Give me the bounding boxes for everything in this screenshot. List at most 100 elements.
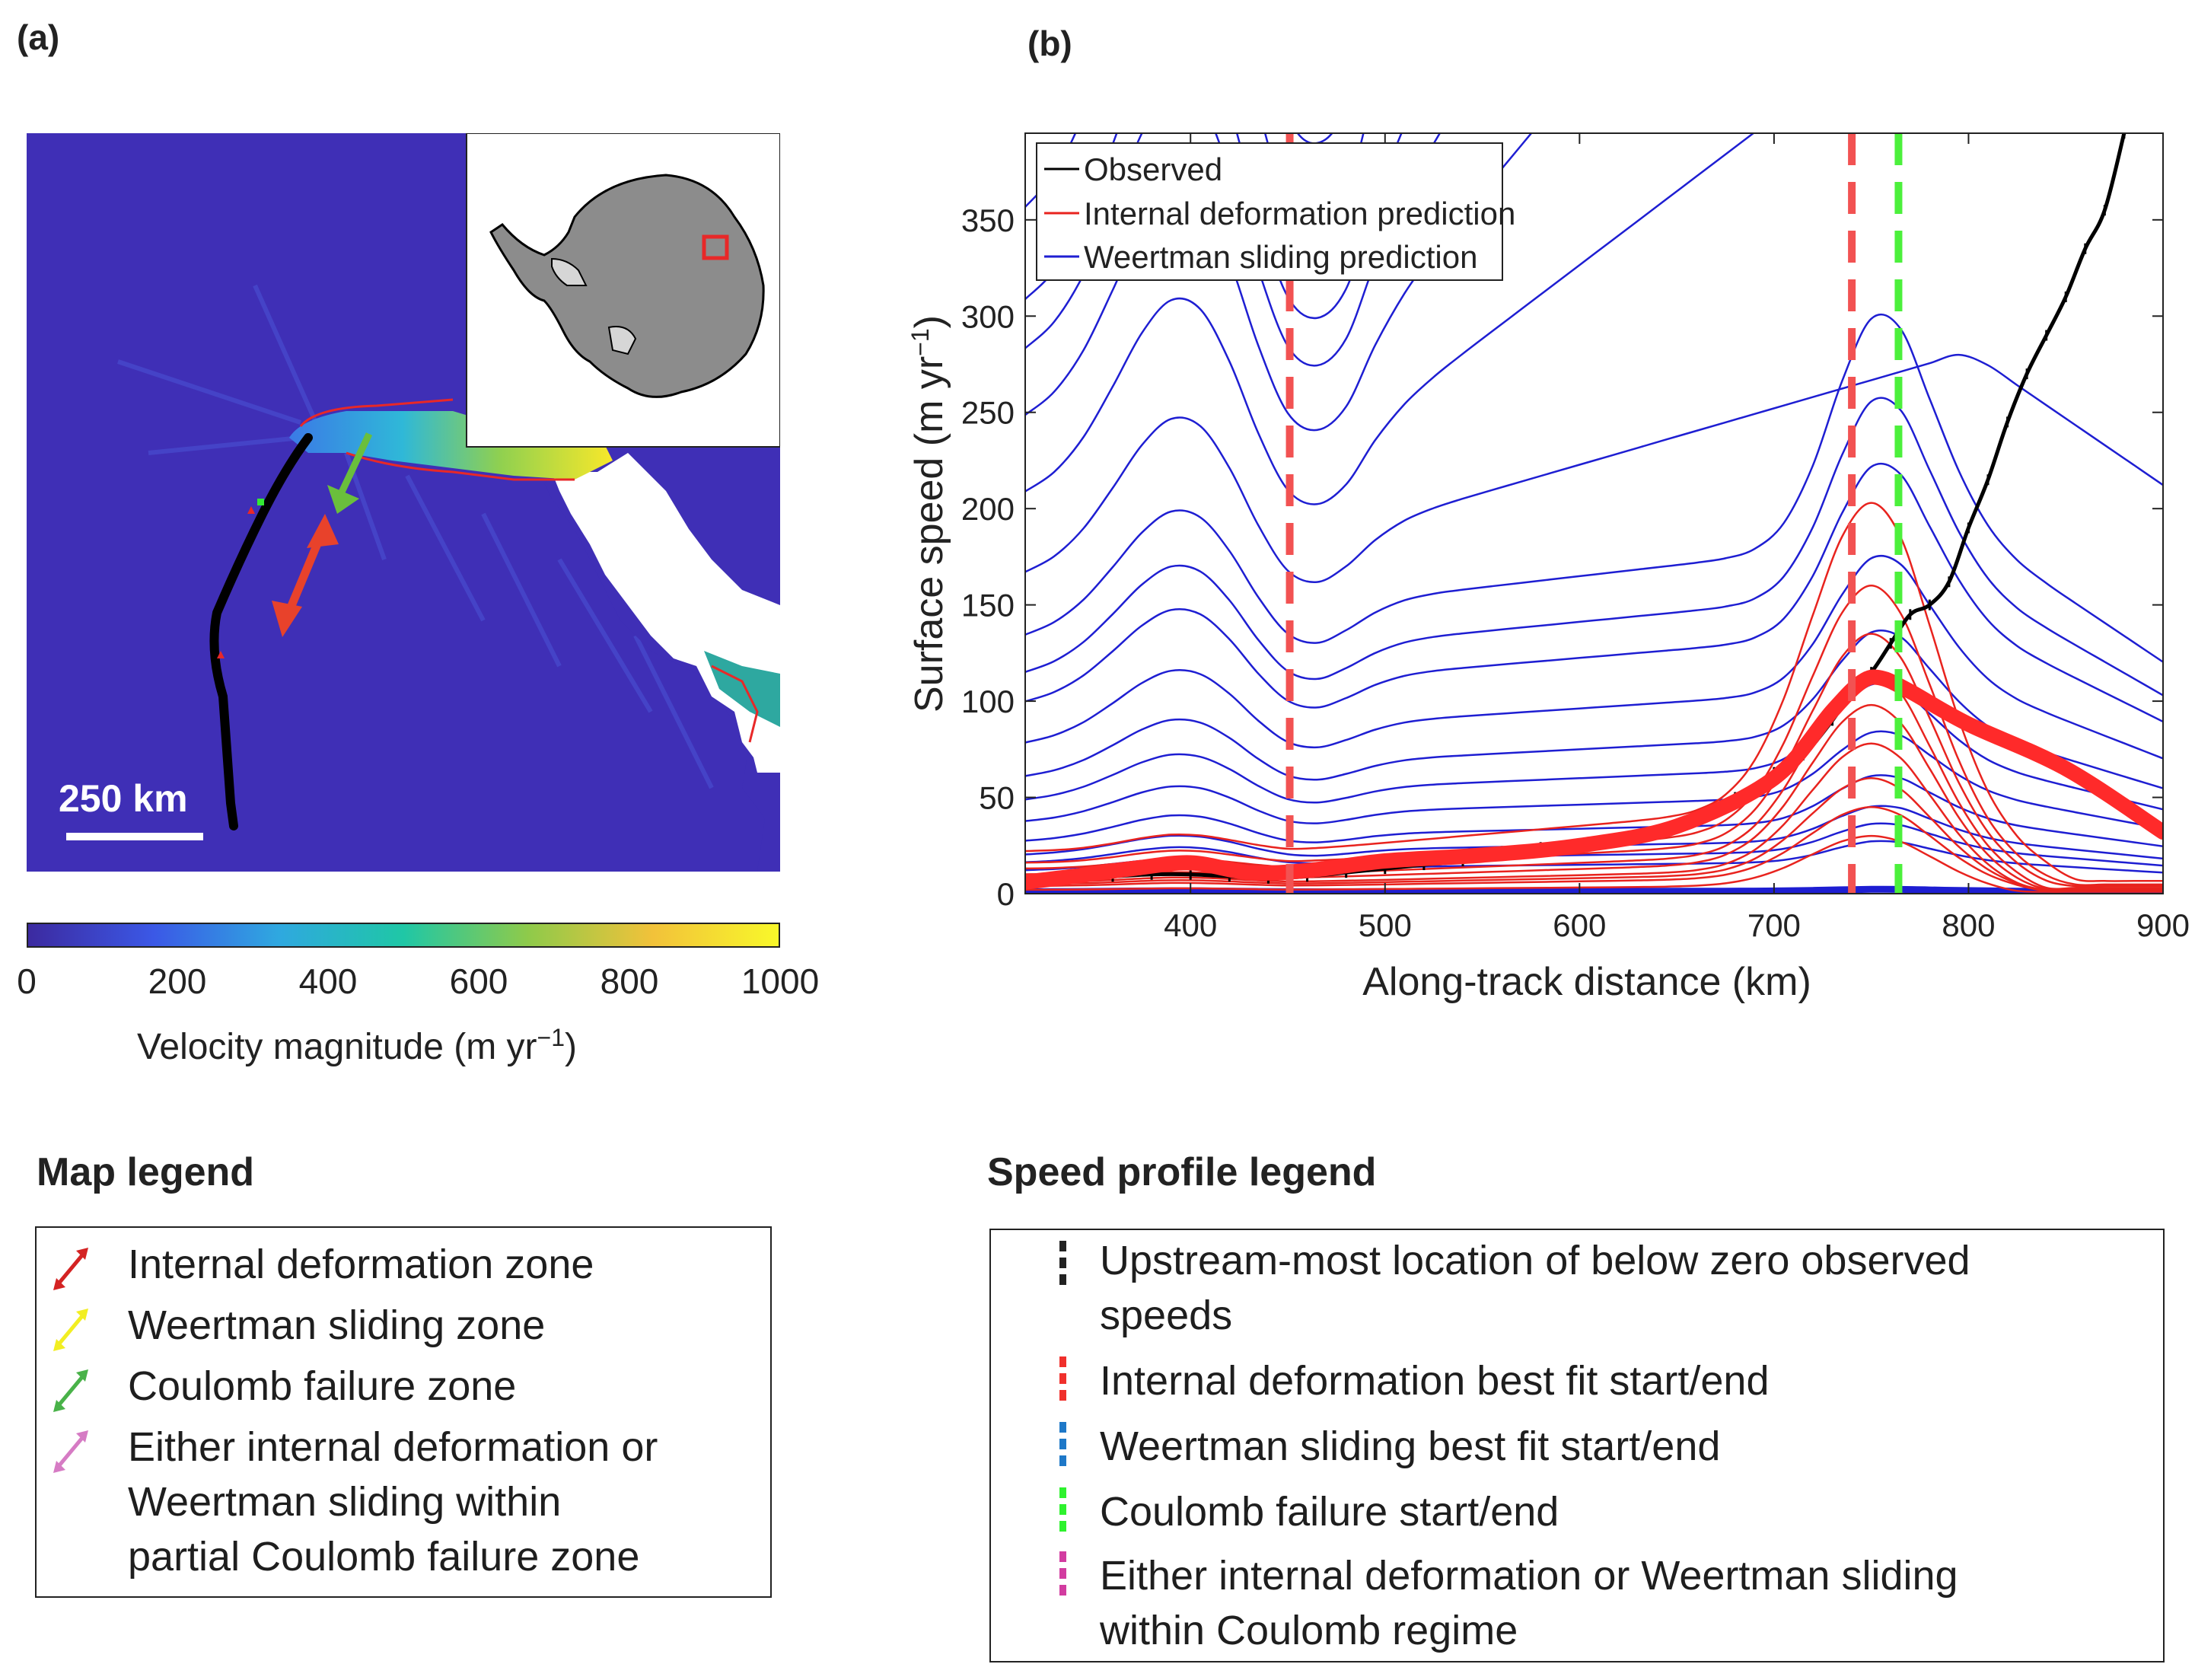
speed-legend-item-either-1: Either internal deformation or Weertman …: [1100, 1553, 1958, 1599]
legend-dash: [1059, 1455, 1066, 1466]
legend-dash: [1059, 1521, 1066, 1532]
weertman-prediction-line: [1025, 774, 2163, 847]
flow-streaks: [117, 284, 714, 789]
colorbar-tick: 1000: [741, 961, 820, 1001]
weertman-prediction-line: [1025, 822, 2163, 867]
legend-dash: [1059, 1439, 1066, 1449]
map-legend-arrows: [53, 1248, 88, 1473]
x-tick-label: 700: [1747, 907, 1801, 943]
internal-prediction-line: [1025, 742, 2163, 892]
speed-legend-item-weertman: Weertman sliding best fit start/end: [1100, 1423, 1721, 1469]
legend-arrow-tail: [53, 1339, 65, 1351]
y-tick-label: 350: [961, 202, 1015, 238]
internal-deformation-arrow: [272, 514, 339, 637]
fast-ice-stream: [289, 411, 613, 480]
colorbar-label: Velocity magnitude (m yr−1): [137, 1024, 577, 1068]
plot-frame: [1024, 132, 2164, 894]
panel-b-label: (b): [1027, 24, 1072, 63]
colorbar-tick: 400: [298, 961, 358, 1001]
weertman-prediction-line: [1025, 682, 2163, 811]
map-legend-item-coulomb: Coulomb failure zone: [128, 1363, 517, 1409]
weertman-prediction-line: [1025, 133, 1755, 505]
legend-label-internal: Internal deformation prediction: [1084, 196, 1515, 231]
x-tick-label: 800: [1942, 907, 1995, 943]
internal-prediction-line: [1025, 805, 2163, 893]
speed-legend-item-zero-1: Upstream-most location of below zero obs…: [1100, 1238, 1970, 1283]
y-tick-label: 300: [961, 298, 1015, 334]
map-legend-item-either-2: Weertman sliding within: [128, 1479, 562, 1525]
x-tick-label: 600: [1553, 907, 1606, 943]
legend-arrow-shaft: [58, 1254, 84, 1284]
antarctica-inset: [466, 132, 781, 448]
y-axis-label-text: Surface speed (m yr: [907, 356, 951, 712]
legend-dash: [1059, 1551, 1066, 1562]
legend-arrow-tail: [53, 1400, 65, 1412]
colorbar-tick: 200: [148, 961, 207, 1001]
map-legend-box: Internal deformation zone Weertman slidi…: [35, 1226, 772, 1598]
legend-arrow-tail: [53, 1278, 65, 1290]
y-tick-label: 150: [961, 588, 1015, 623]
weertman-prediction-line: [1025, 730, 2163, 830]
legend-arrow-head: [76, 1369, 88, 1382]
scale-bar: [66, 833, 203, 840]
x-tick-label: 400: [1164, 907, 1217, 943]
scale-bar-label: 250 km: [59, 777, 188, 820]
legend-dash: [1059, 1373, 1066, 1384]
speed-legend-item-zero-2: speeds: [1100, 1293, 1233, 1338]
y-tick-label: 0: [997, 876, 1015, 912]
coulomb-zone-arrow: [327, 432, 373, 514]
weertman-prediction-line: [1025, 629, 2163, 789]
legend-arrow-head: [76, 1248, 88, 1260]
colorbar-tick: 800: [600, 961, 659, 1001]
glacier-outlet: [704, 651, 780, 727]
y-axis-label-close: ): [907, 315, 951, 328]
legend-dash: [1059, 1504, 1066, 1515]
internal-prediction-line: [1025, 502, 2163, 882]
colorbar-label-close: ): [565, 1027, 578, 1067]
x-tick-label: 500: [1359, 907, 1412, 943]
y-axis-label-exp: −1: [906, 328, 934, 355]
legend-arrow-shaft: [58, 1376, 84, 1406]
x-axis-label: Along-track distance (km): [1362, 960, 1811, 1004]
weertman-prediction-line: [1025, 353, 2163, 583]
legend-dash: [1059, 1274, 1066, 1285]
weertman-prediction-line: [1025, 885, 2163, 894]
speed-legend-dashes: [1059, 1241, 1066, 1596]
map-legend-item-either-1: Either internal deformation or: [128, 1424, 658, 1470]
y-axis-label: Surface speed (m yr−1): [906, 315, 951, 712]
legend-dash: [1059, 1568, 1066, 1579]
legend-dash: [1059, 1422, 1066, 1433]
weertman-prediction-line: [1025, 313, 2163, 663]
internal-prediction-line: [1025, 777, 2163, 893]
colorbar: [27, 923, 780, 948]
best-fit-internal-line: [1025, 669, 2163, 890]
speed-legend-item-coulomb: Coulomb failure start/end: [1100, 1489, 1559, 1535]
legend-dash: [1059, 1585, 1066, 1596]
legend-arrow-head: [76, 1309, 88, 1321]
speed-legend-item-internal: Internal deformation best fit start/end: [1100, 1358, 1770, 1404]
legend-dash: [1059, 1258, 1066, 1268]
start-marker: [247, 506, 255, 514]
colorbar-tick: 600: [449, 961, 508, 1001]
weertman-prediction-line: [1025, 397, 2163, 697]
y-tick-label: 100: [961, 684, 1015, 719]
colorbar-label-text: Velocity magnitude (m yr: [137, 1027, 537, 1067]
velocity-map-svg: [27, 132, 781, 872]
legend-box: [1036, 142, 1503, 281]
map-legend-item-weertman: Weertman sliding zone: [128, 1302, 546, 1348]
map-legend-item-either-3: partial Coulomb failure zone: [128, 1534, 640, 1580]
legend-arrow-head: [76, 1430, 88, 1443]
y-tick-label: 50: [979, 780, 1015, 816]
legend-arrow-shaft: [58, 1315, 84, 1345]
legend-label-weertman: Weertman sliding prediction: [1084, 239, 1477, 275]
chart-legend: Observed Internal deformation prediction…: [1036, 142, 1515, 281]
internal-prediction-line: [1025, 834, 2163, 893]
weertman-prediction-line: [1296, 133, 1333, 145]
legend-label-observed: Observed: [1084, 151, 1222, 187]
colorbar-label-exp: −1: [537, 1024, 565, 1051]
inset-location-box: [702, 234, 729, 260]
end-marker: [217, 651, 225, 658]
legend-arrow-tail: [53, 1461, 65, 1473]
y-tick-label: 250: [961, 395, 1015, 431]
weertman-prediction-line: [1025, 554, 2163, 760]
